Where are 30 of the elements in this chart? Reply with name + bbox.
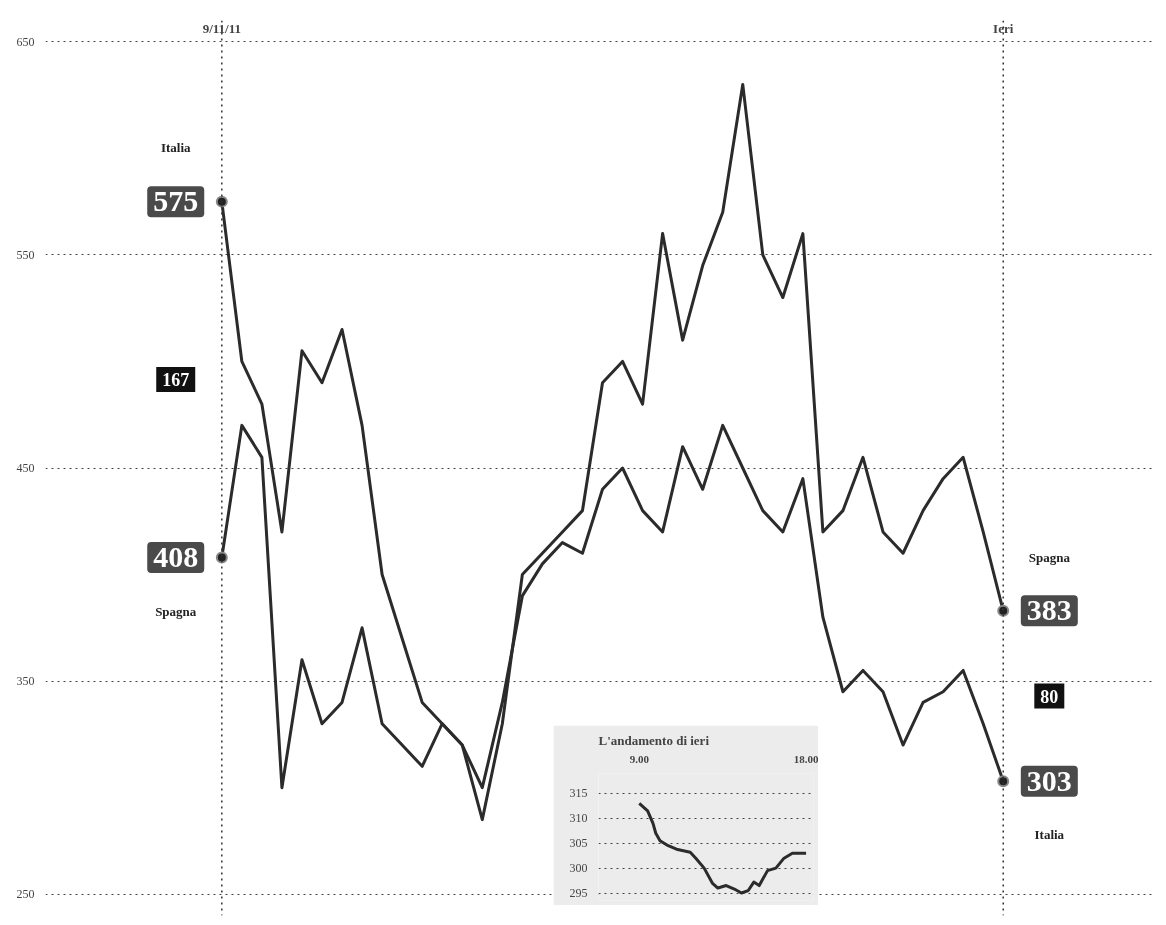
text: Italia xyxy=(1034,827,1065,843)
chart-title: L'andamento di ieri xyxy=(598,732,710,748)
annotation: Ieri xyxy=(993,20,1014,36)
text: Italia xyxy=(160,140,192,156)
point xyxy=(997,604,1010,617)
y-tick-label: 295 xyxy=(569,886,588,901)
text: Spagna xyxy=(155,603,197,619)
y-tick-label: 450 xyxy=(16,461,35,475)
y-tick-label: 310 xyxy=(569,811,588,826)
point xyxy=(997,775,1010,788)
x-tick-label: 9.00 xyxy=(629,752,650,765)
annotation: 9/11/11 xyxy=(202,20,241,36)
data-label: 383 xyxy=(1026,593,1072,627)
y-tick-label: 550 xyxy=(16,247,35,262)
x-tick-label: 18.00 xyxy=(793,752,819,765)
point xyxy=(215,551,228,564)
text: Spagna xyxy=(1028,549,1071,565)
y-tick-label: 300 xyxy=(569,861,588,876)
data-label: 408 xyxy=(153,540,199,573)
text: 80 xyxy=(1040,686,1059,707)
y-tick-label: 315 xyxy=(569,786,588,801)
data-label: 303 xyxy=(1026,763,1072,797)
y-tick-label: 350 xyxy=(16,674,35,689)
data-label: 575 xyxy=(153,184,199,218)
y-tick-label: 305 xyxy=(569,836,588,851)
text: 167 xyxy=(162,370,190,391)
y-tick-label: 250 xyxy=(16,887,35,902)
line-series xyxy=(637,801,808,895)
point xyxy=(215,195,228,208)
y-tick-label: 650 xyxy=(16,34,35,49)
